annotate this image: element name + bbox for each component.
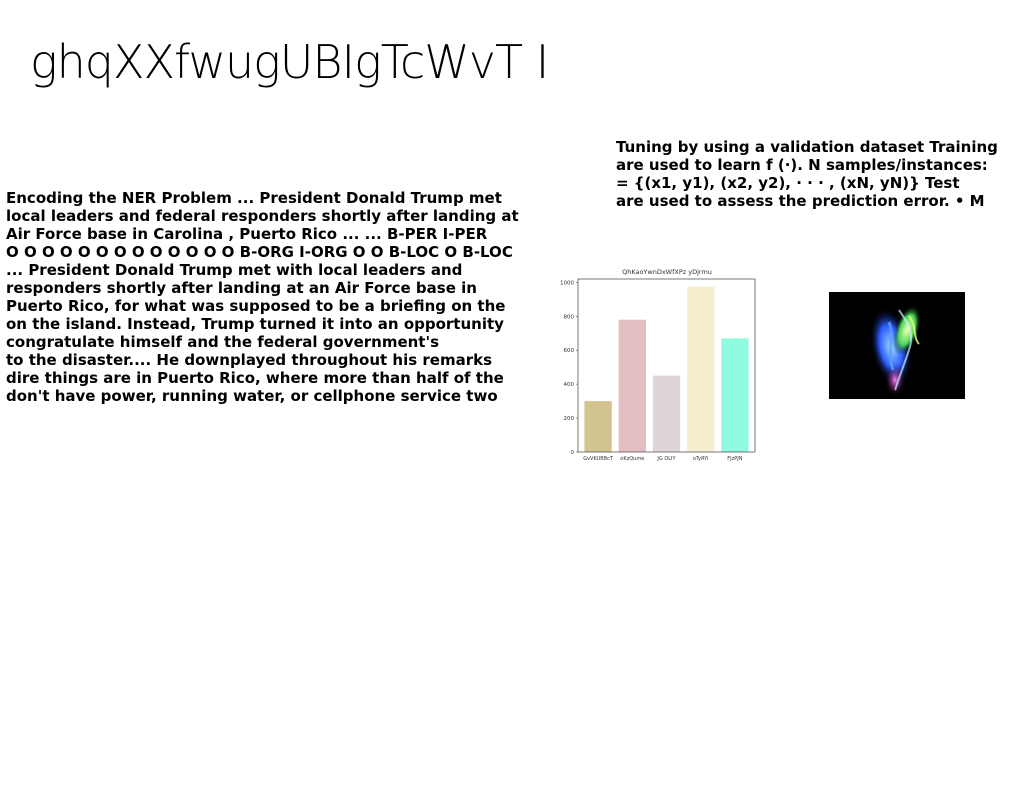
chart-plot-frame	[577, 278, 756, 453]
x-tick-label: oKzQume	[620, 456, 644, 462]
page-title: ghqXXfwugUBIgTcWvT I	[30, 35, 549, 89]
bar-chart: QhKaoYwnDxWfXPz yDjrmu 0 200 400 600 800 1000…	[560, 268, 756, 462]
body-text-line: on the island. Instead, Trump turned it …	[6, 315, 504, 333]
ner-body-text: Encoding the NER Problem ... President D…	[6, 189, 551, 405]
x-tick-label: oTyRYi	[693, 456, 709, 462]
body-text-line: to the disaster.... He downplayed throug…	[6, 351, 493, 369]
bar	[721, 338, 749, 452]
bar	[584, 401, 612, 452]
bar	[618, 319, 646, 452]
body-text-line: Air Force base in Carolina , Puerto Rico…	[6, 225, 488, 243]
body-text-line: don't have power, running water, or cell…	[6, 387, 498, 405]
body-text-line: Puerto Rico, for what was supposed to be…	[6, 297, 506, 315]
side-text-line: are used to learn f (·). N samples/insta…	[616, 156, 988, 174]
abstract-light-image	[829, 292, 965, 399]
validation-side-text: Tuning by using a validation dataset Tra…	[616, 138, 1024, 210]
y-tick-label: 0	[571, 450, 575, 456]
chart-x-ticks: GvVKUBBcT oKzQume JG OLIY oTyRYi FJzPJN	[583, 456, 743, 462]
bar	[687, 286, 715, 452]
side-text-line: = {(x1, y1), (x2, y2), · · · , (xN, yN)}…	[616, 174, 960, 192]
side-text-line: are used to assess the prediction error.…	[616, 192, 985, 210]
chart-bars	[584, 286, 749, 452]
x-tick-label: GvVKUBBcT	[583, 456, 614, 462]
chart-title: QhKaoYwnDxWfXPz yDjrmu	[622, 268, 712, 276]
x-tick-label: JG OLIY	[656, 456, 676, 462]
body-text-line: Encoding the NER Problem ... President D…	[6, 189, 502, 207]
y-tick-label: 600	[564, 348, 575, 354]
chart-y-ticks: 0 200 400 600 800 1000	[560, 280, 578, 456]
y-tick-label: 1000	[560, 280, 574, 286]
body-text-line: dire things are in Puerto Rico, where mo…	[6, 369, 504, 387]
y-tick-label: 800	[564, 314, 575, 320]
body-text-line: local leaders and federal responders sho…	[6, 207, 519, 225]
body-text-line: responders shortly after landing at an A…	[6, 279, 477, 297]
body-text-line: congratulate himself and the federal gov…	[6, 333, 439, 351]
body-text-line: ... President Donald Trump met with loca…	[6, 261, 463, 279]
y-tick-label: 400	[564, 382, 575, 388]
side-text-line: Tuning by using a validation dataset Tra…	[616, 138, 998, 156]
x-tick-label: FJzPJN	[727, 456, 742, 462]
y-tick-label: 200	[564, 416, 575, 422]
body-text-line: O O O O O O O O O O O O O B-ORG I-ORG O …	[6, 243, 513, 261]
bar	[652, 375, 681, 452]
